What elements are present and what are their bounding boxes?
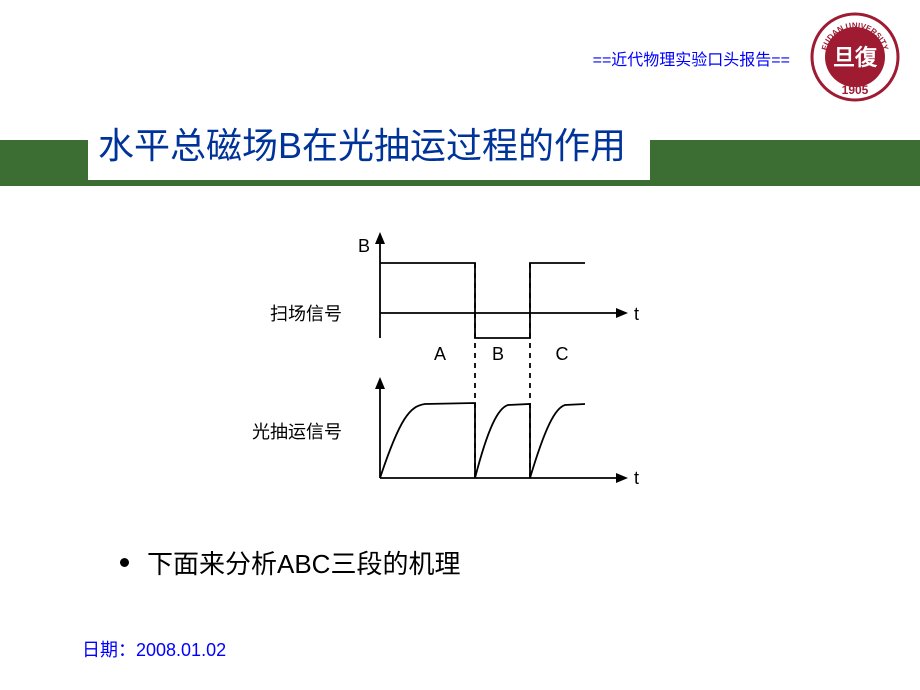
bullet-item: 下面来分析ABC三段的机理 bbox=[120, 544, 460, 581]
bullet-icon bbox=[120, 558, 129, 567]
signal-diagram: B t t 扫场信号 光抽运信号 A B C bbox=[250, 228, 670, 508]
y-axis-label-b: B bbox=[358, 236, 370, 256]
bullet-text: 下面来分析ABC三段的机理 bbox=[147, 544, 460, 581]
sweep-signal-label: 扫场信号 bbox=[270, 304, 342, 324]
svg-text:旦復: 旦復 bbox=[833, 45, 878, 70]
title-row: 水平总磁场B在光抽运过程的作用 bbox=[0, 120, 920, 200]
title-box: 水平总磁场B在光抽运过程的作用 bbox=[88, 116, 650, 180]
x-axis-label-t-top: t bbox=[634, 304, 639, 324]
pump-signal-label: 光抽运信号 bbox=[252, 422, 342, 442]
footer-date-label: 日期： bbox=[82, 640, 136, 660]
header-text: ==近代物理实验口头报告== bbox=[593, 46, 790, 70]
logo-year: 1905 bbox=[842, 83, 869, 97]
footer-date-value: 2008.01.02 bbox=[136, 640, 226, 660]
diagram-container: B t t 扫场信号 光抽运信号 A B C bbox=[0, 228, 920, 513]
university-logo: FUDAN UNIVERSITY 旦復 1905 bbox=[810, 12, 900, 107]
page-title: 水平总磁场B在光抽运过程的作用 bbox=[98, 126, 626, 166]
region-label-c: C bbox=[556, 344, 569, 364]
footer-date: 日期：2008.01.02 bbox=[82, 636, 226, 662]
x-axis-label-t-bottom: t bbox=[634, 468, 639, 488]
region-label-b: B bbox=[492, 344, 504, 364]
region-label-a: A bbox=[434, 344, 446, 364]
